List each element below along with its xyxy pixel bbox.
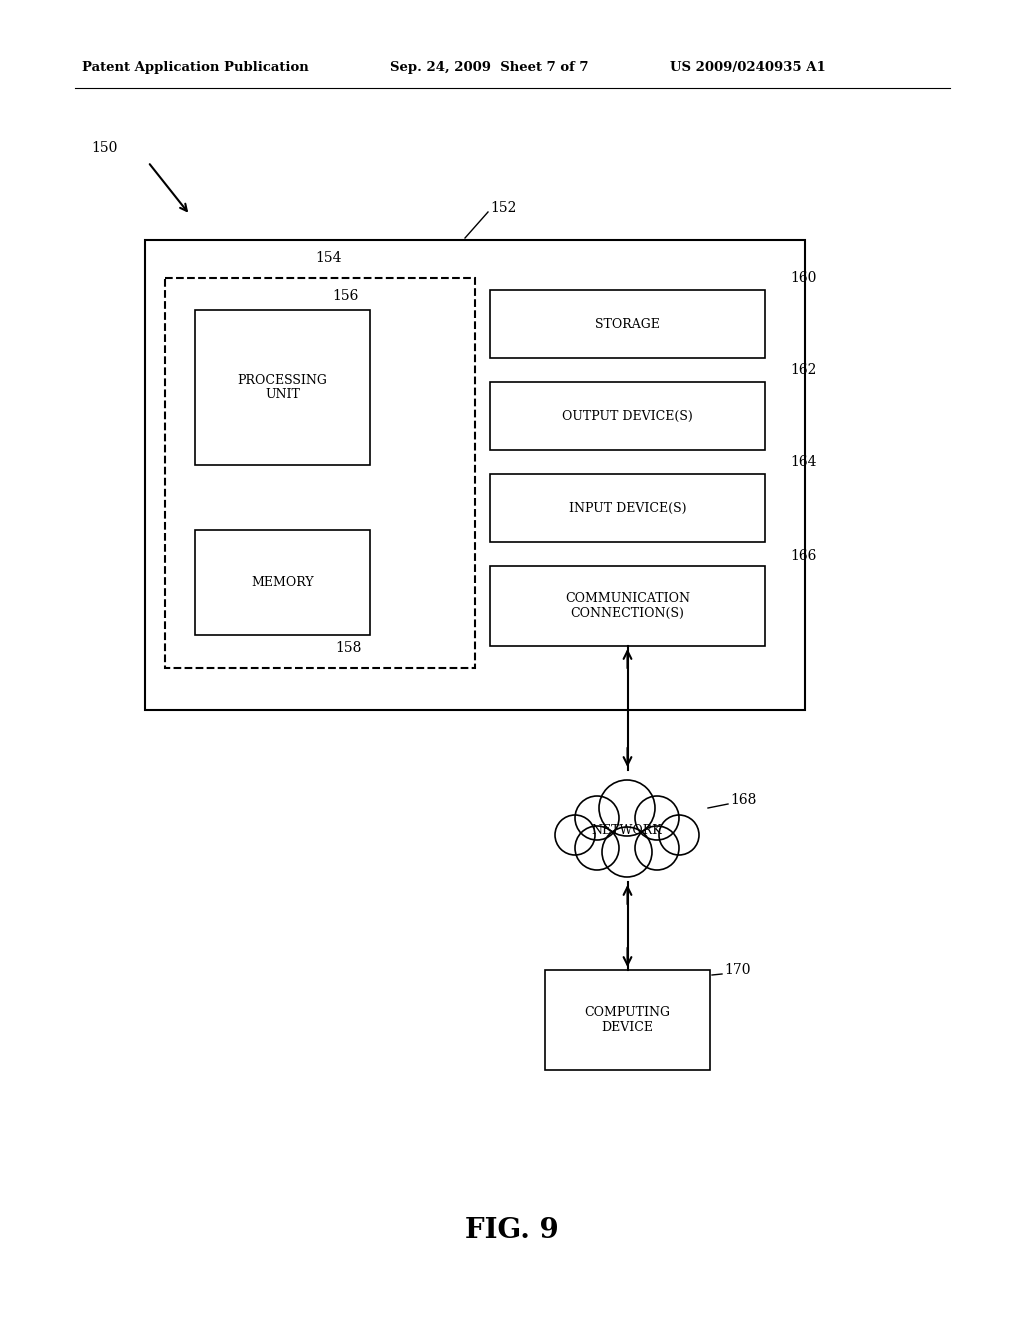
Bar bbox=[195, 531, 370, 635]
Circle shape bbox=[635, 796, 679, 840]
Text: 166: 166 bbox=[790, 549, 816, 564]
Text: 170: 170 bbox=[724, 964, 751, 977]
Bar bbox=[490, 290, 765, 358]
Text: COMMUNICATION
CONNECTION(S): COMMUNICATION CONNECTION(S) bbox=[565, 591, 690, 620]
Text: OUTPUT DEVICE(S): OUTPUT DEVICE(S) bbox=[562, 409, 693, 422]
Bar bbox=[490, 474, 765, 543]
Circle shape bbox=[575, 826, 618, 870]
Text: Patent Application Publication: Patent Application Publication bbox=[82, 62, 309, 74]
Circle shape bbox=[659, 814, 699, 855]
Bar bbox=[145, 240, 805, 710]
Text: 164: 164 bbox=[790, 455, 816, 469]
Text: STORAGE: STORAGE bbox=[595, 318, 659, 330]
Text: 162: 162 bbox=[790, 363, 816, 378]
Text: 150: 150 bbox=[91, 141, 118, 154]
Bar bbox=[490, 566, 765, 645]
Bar bbox=[490, 381, 765, 450]
Bar bbox=[545, 970, 710, 1071]
Bar bbox=[165, 279, 475, 668]
Bar bbox=[195, 310, 370, 465]
Text: 160: 160 bbox=[790, 271, 816, 285]
Text: PROCESSING
UNIT: PROCESSING UNIT bbox=[238, 374, 328, 401]
Text: 154: 154 bbox=[315, 251, 341, 265]
Text: Sep. 24, 2009  Sheet 7 of 7: Sep. 24, 2009 Sheet 7 of 7 bbox=[390, 62, 589, 74]
Circle shape bbox=[635, 826, 679, 870]
Circle shape bbox=[575, 796, 618, 840]
Text: NETWORK: NETWORK bbox=[592, 824, 663, 837]
Text: MEMORY: MEMORY bbox=[251, 576, 313, 589]
Text: FIG. 9: FIG. 9 bbox=[465, 1217, 559, 1243]
Text: 168: 168 bbox=[730, 793, 757, 807]
Text: 158: 158 bbox=[335, 642, 361, 655]
Text: INPUT DEVICE(S): INPUT DEVICE(S) bbox=[568, 502, 686, 515]
Circle shape bbox=[602, 828, 652, 876]
Text: 152: 152 bbox=[490, 201, 516, 215]
Text: COMPUTING
DEVICE: COMPUTING DEVICE bbox=[585, 1006, 671, 1034]
Text: 156: 156 bbox=[332, 289, 358, 304]
Circle shape bbox=[555, 814, 595, 855]
Circle shape bbox=[599, 780, 655, 836]
Text: US 2009/0240935 A1: US 2009/0240935 A1 bbox=[670, 62, 825, 74]
